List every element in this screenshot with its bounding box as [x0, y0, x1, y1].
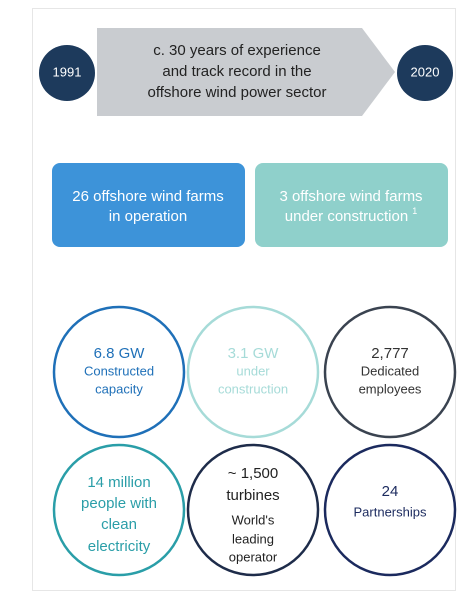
stat-circle [186, 305, 320, 439]
highlight-text: in operation [109, 208, 187, 225]
end-year-badge [397, 45, 453, 101]
timeline-text: and track record in the [162, 63, 311, 80]
stat-value: 14 million [87, 474, 150, 491]
start-year-badge [39, 45, 95, 101]
stat-label: leading [232, 531, 274, 546]
stat-label: World's [232, 512, 275, 527]
start-year: 1991 [53, 64, 82, 79]
stat-value: 24 [382, 483, 399, 500]
end-year: 2020 [411, 64, 440, 79]
stat-label: under [236, 363, 270, 378]
stat-label: people with [81, 495, 157, 512]
stat-label: construction [218, 381, 288, 396]
stat-value: 6.8 GW [94, 345, 146, 362]
footnote-mark: 1 [412, 206, 417, 216]
timeline-arrow [97, 28, 395, 116]
stat-label: employees [359, 381, 422, 396]
stat-label: operator [229, 549, 278, 564]
highlight-text: under construction 1 [285, 206, 417, 225]
stat-value: 3.1 GW [228, 345, 280, 362]
stat-circle [52, 305, 186, 439]
stat-circle [323, 305, 457, 439]
timeline-text: offshore wind power sector [148, 84, 327, 101]
highlight-text: 26 offshore wind farms [72, 188, 223, 205]
stat-circle [52, 443, 186, 577]
highlight-line: under construction [285, 208, 408, 225]
stat-label: turbines [226, 487, 279, 504]
stat-label: clean [101, 516, 137, 533]
stat-label: Dedicated [361, 363, 420, 378]
highlight-box [255, 163, 448, 247]
stat-circle [186, 443, 320, 577]
stat-value: ~ 1,500 [228, 465, 278, 482]
stat-label: capacity [95, 381, 143, 396]
highlight-text: 3 offshore wind farms [279, 188, 422, 205]
stat-circle [323, 443, 457, 577]
highlight-box [52, 163, 245, 247]
stat-label: Constructed [84, 363, 154, 378]
stat-label: electricity [88, 538, 151, 555]
stat-label: Partnerships [354, 504, 427, 519]
stat-value: 2,777 [371, 345, 409, 362]
timeline-text: c. 30 years of experience [153, 42, 321, 59]
